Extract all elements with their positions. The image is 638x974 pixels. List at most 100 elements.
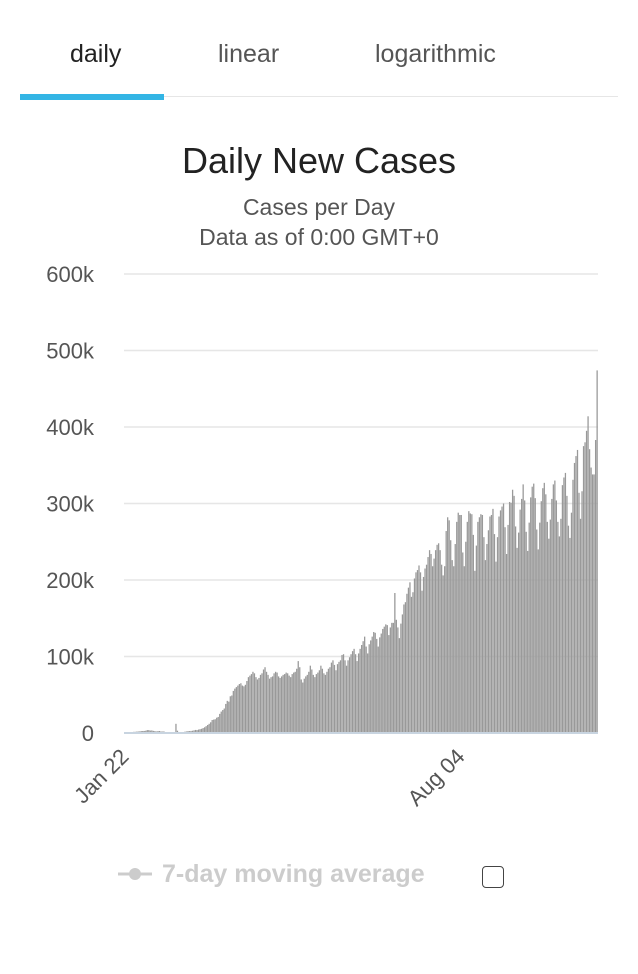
bar	[572, 479, 574, 733]
y-tick-label: 0	[82, 721, 94, 746]
bar	[527, 550, 529, 733]
bar	[252, 671, 254, 733]
bar	[276, 672, 278, 733]
bar	[554, 480, 556, 733]
bar	[148, 730, 150, 733]
bar	[279, 677, 281, 733]
y-tick-label: 400k	[46, 415, 95, 440]
bar	[323, 673, 325, 733]
bar	[421, 590, 423, 733]
bar	[456, 521, 458, 733]
bar	[348, 657, 351, 733]
legend-label[interactable]: 7-day moving average	[162, 860, 425, 888]
bar	[428, 550, 431, 733]
bar	[469, 513, 471, 733]
bar	[522, 484, 524, 734]
bar	[593, 474, 595, 733]
bar	[576, 449, 579, 733]
bar	[587, 416, 589, 733]
bar	[290, 677, 292, 733]
bar	[345, 665, 348, 733]
bar	[386, 625, 388, 733]
bar	[214, 719, 216, 733]
bar	[496, 537, 499, 733]
bar	[376, 638, 378, 733]
bar	[447, 517, 449, 733]
bar	[453, 566, 455, 733]
bar	[258, 677, 260, 733]
bar	[551, 498, 553, 733]
bar	[271, 676, 274, 733]
bar	[463, 566, 465, 733]
bar	[433, 558, 435, 733]
bar	[362, 641, 364, 733]
bar	[152, 730, 154, 733]
bar	[327, 668, 330, 733]
bar	[434, 550, 437, 733]
bar	[351, 651, 354, 733]
bar	[499, 510, 502, 733]
bar	[561, 485, 564, 733]
bar	[255, 677, 257, 733]
tab-daily[interactable]: daily	[70, 40, 122, 68]
bar	[146, 730, 148, 733]
bar	[332, 660, 334, 733]
bar	[560, 518, 562, 733]
bar	[250, 674, 253, 733]
bar	[217, 716, 219, 733]
bar	[573, 462, 576, 733]
bar	[530, 497, 532, 733]
bar	[291, 674, 293, 733]
bar	[370, 640, 372, 733]
bar	[246, 680, 248, 733]
bar	[303, 678, 305, 733]
bar	[539, 522, 541, 734]
bar	[383, 626, 385, 733]
bar	[508, 501, 511, 733]
bar	[261, 673, 263, 733]
bar	[596, 370, 598, 733]
bar	[425, 564, 428, 733]
bar	[415, 572, 417, 733]
bar	[516, 547, 518, 733]
bar	[374, 632, 376, 733]
bar	[256, 679, 259, 733]
grid-lines	[124, 273, 598, 658]
chart-title: Daily New Cases	[181, 140, 457, 181]
bar	[282, 674, 284, 733]
bar	[247, 677, 250, 733]
tab-logarithmic[interactable]: logarithmic	[375, 40, 496, 68]
moving-average-checkbox[interactable]	[482, 866, 504, 888]
bar	[151, 730, 153, 733]
bar	[531, 486, 533, 733]
bar	[196, 730, 198, 733]
bar	[357, 653, 360, 733]
bar	[371, 636, 373, 733]
bar	[442, 575, 444, 733]
bar	[555, 500, 558, 733]
bar	[228, 701, 230, 733]
bar	[200, 728, 203, 733]
bar	[424, 568, 426, 733]
bar	[431, 566, 434, 733]
bar	[336, 664, 339, 733]
bar	[394, 593, 396, 733]
bar	[581, 491, 583, 733]
bar	[194, 729, 197, 733]
bar	[495, 561, 497, 733]
chart-subtitle-line-2: Data as of 0:00 GMT+0	[199, 224, 439, 250]
bar	[241, 685, 244, 733]
bar	[567, 525, 570, 733]
bar	[364, 636, 366, 733]
bar	[505, 553, 508, 733]
bar	[395, 619, 397, 733]
bar	[312, 674, 314, 733]
bar	[472, 534, 474, 733]
y-tick-label: 500k	[46, 339, 95, 364]
bar	[382, 628, 384, 733]
tab-linear[interactable]: linear	[218, 40, 280, 68]
bar	[436, 544, 438, 733]
bar	[422, 576, 425, 733]
bar	[582, 446, 585, 734]
bar	[552, 484, 554, 734]
